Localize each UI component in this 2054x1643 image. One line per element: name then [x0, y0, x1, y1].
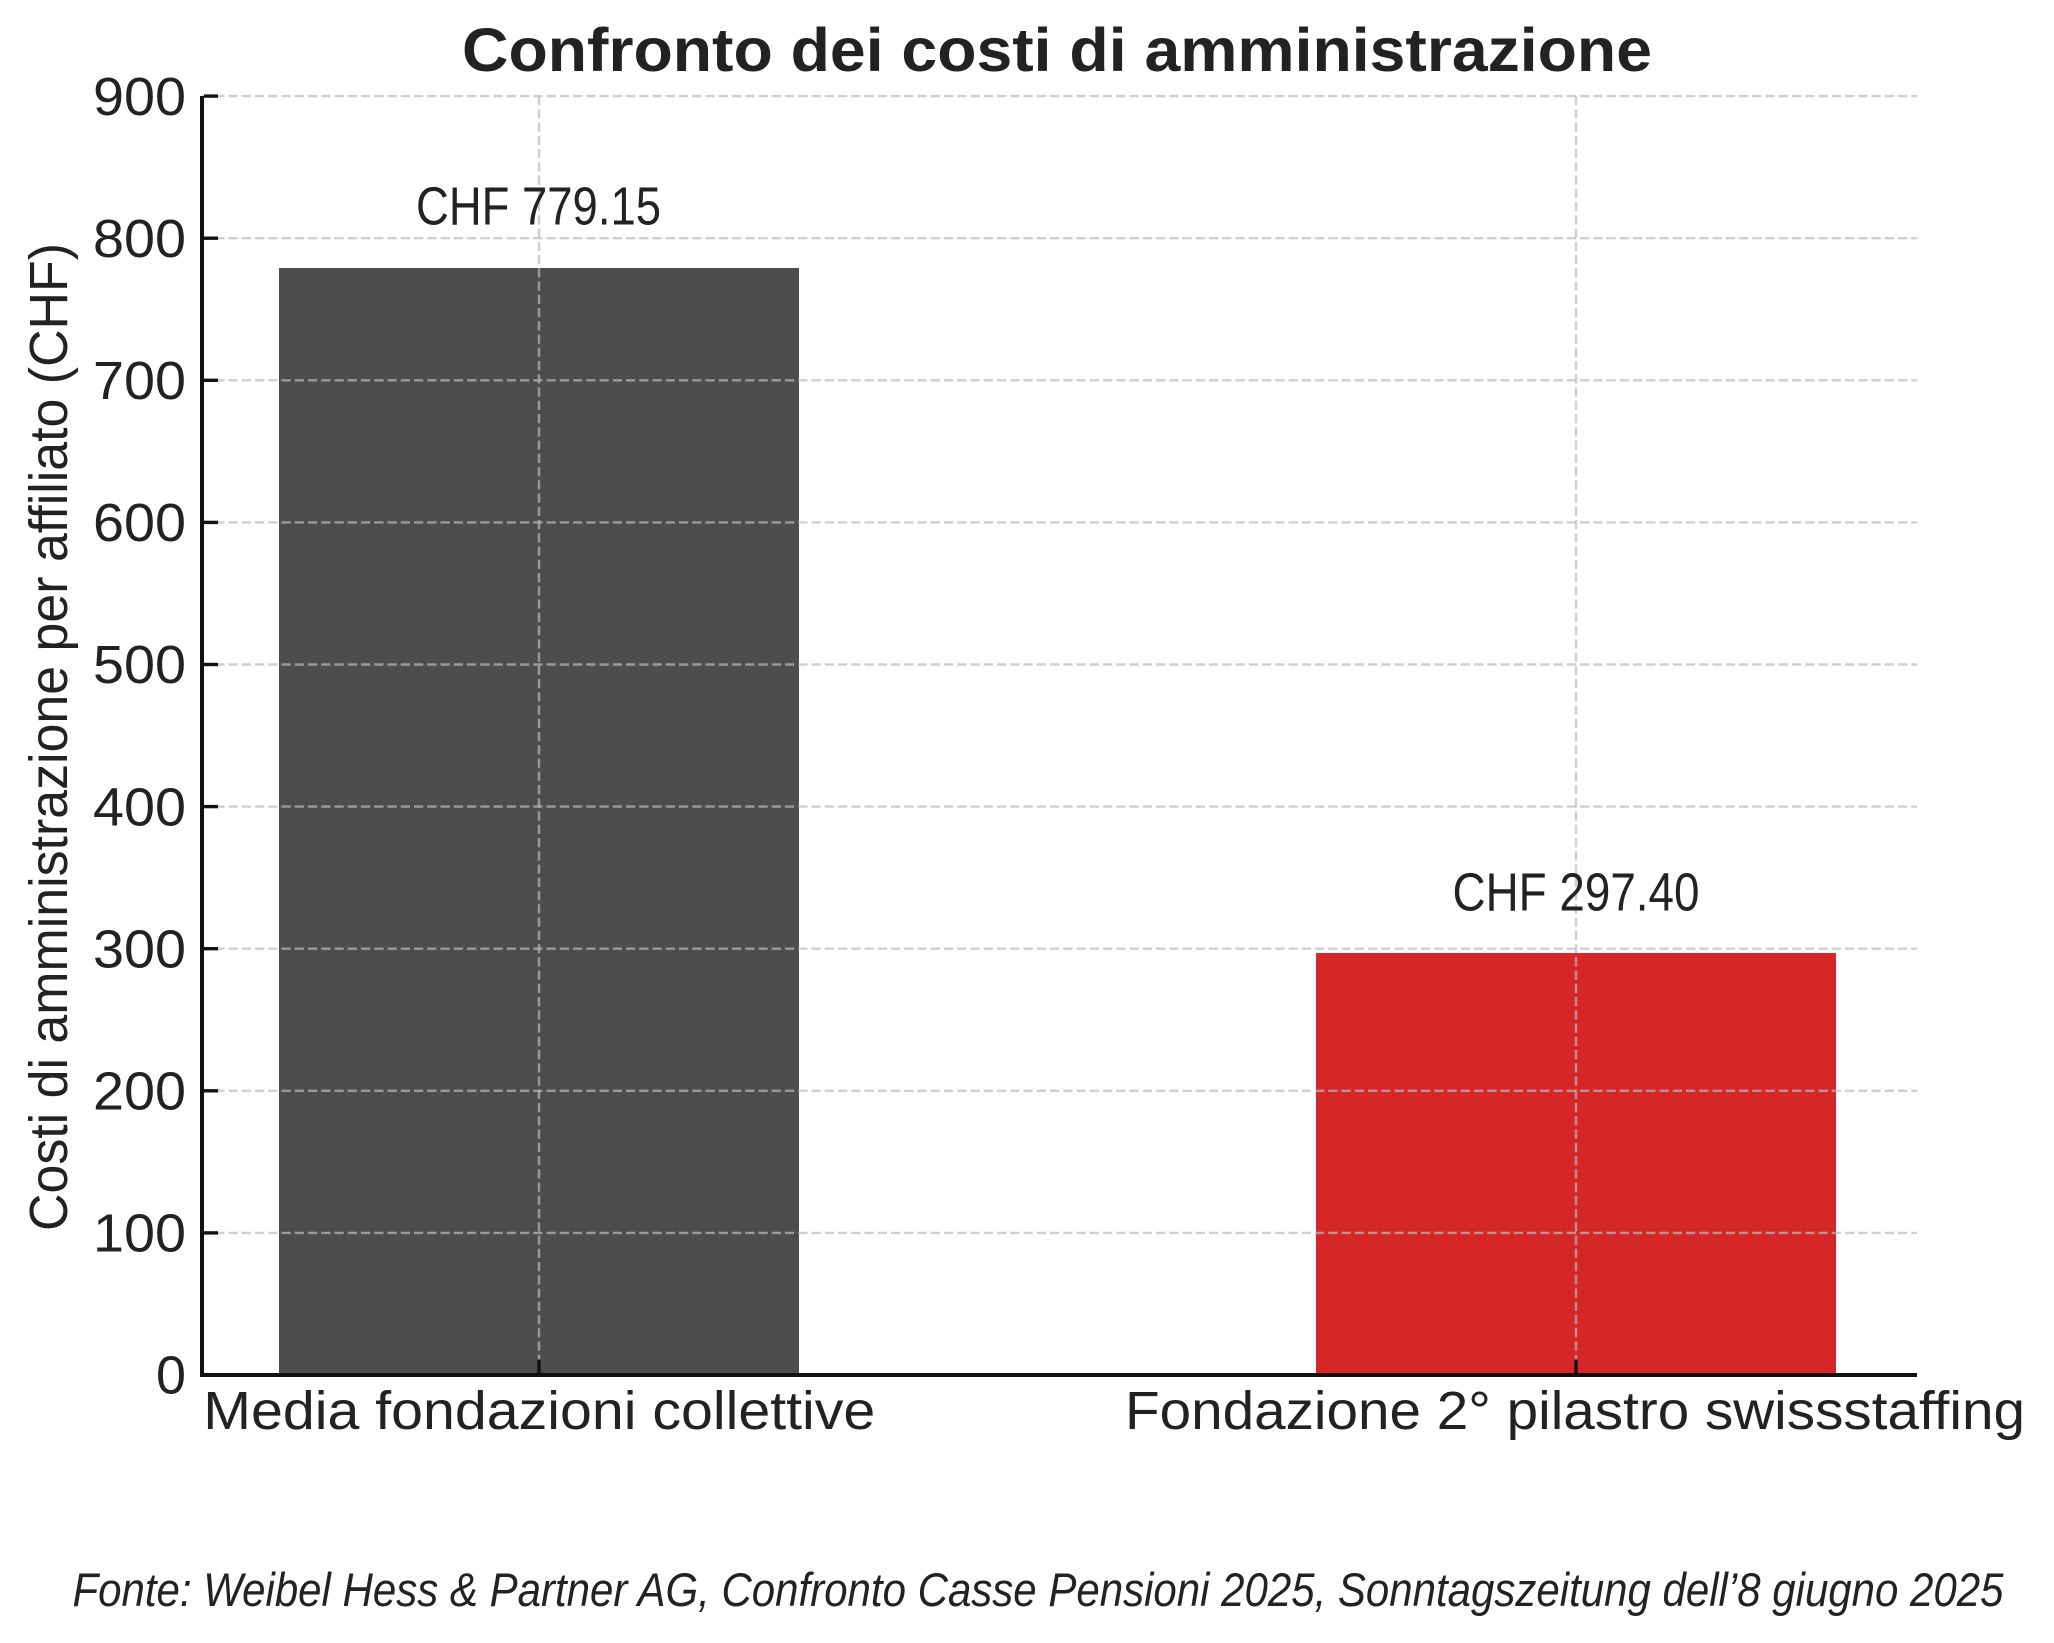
svg-text:Confronto dei costi di amminis: Confronto dei costi di amministrazione — [462, 16, 1652, 84]
svg-text:Costi di amministrazione per a: Costi di amministrazione per affiliato (… — [19, 243, 79, 1231]
svg-text:600: 600 — [93, 493, 186, 553]
svg-text:400: 400 — [93, 777, 186, 837]
svg-text:0: 0 — [156, 1346, 186, 1406]
svg-text:100: 100 — [93, 1204, 186, 1264]
svg-text:700: 700 — [93, 351, 186, 411]
svg-text:CHF 779.15: CHF 779.15 — [416, 177, 661, 237]
svg-text:CHF 297.40: CHF 297.40 — [1453, 863, 1700, 923]
svg-text:900: 900 — [93, 67, 186, 127]
svg-text:300: 300 — [93, 919, 186, 979]
svg-text:Media fondazioni collettive: Media fondazioni collettive — [203, 1381, 875, 1441]
svg-text:Fonte: Weibel Hess & Partner A: Fonte: Weibel Hess & Partner AG, Confron… — [73, 1563, 2005, 1616]
svg-text:500: 500 — [93, 635, 186, 695]
svg-text:Fondazione 2° pilastro swissst: Fondazione 2° pilastro swissstaffing — [1125, 1381, 2025, 1441]
svg-text:800: 800 — [93, 209, 186, 269]
svg-text:200: 200 — [93, 1062, 186, 1122]
